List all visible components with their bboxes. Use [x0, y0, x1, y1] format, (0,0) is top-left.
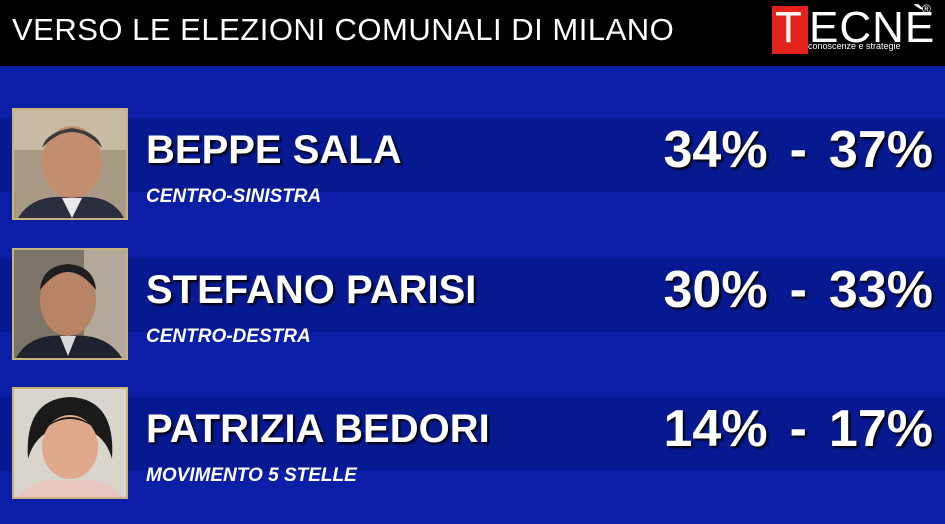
- row-band: [0, 258, 945, 332]
- candidate-photo: [12, 248, 128, 360]
- tecne-logo: T ECNÈ ® conoscenze e strategie: [772, 2, 940, 56]
- poll-low: 14%: [663, 400, 768, 458]
- page-title: VERSO LE ELEZIONI COMUNALI DI MILANO: [12, 12, 675, 47]
- candidate-name: STEFANO PARISI: [146, 268, 477, 312]
- candidate-party: CENTRO-SINISTRA: [146, 186, 322, 207]
- logo-red-box: [772, 6, 808, 54]
- range-separator: -: [789, 400, 807, 458]
- poll-high: 17%: [828, 400, 933, 458]
- candidate-row: BEPPE SALA CENTRO-SINISTRA 34% -37%: [0, 108, 945, 228]
- registered-mark: ®: [922, 2, 931, 16]
- poll-range: 14% -17%: [664, 399, 933, 459]
- range-separator: -: [789, 261, 807, 319]
- poll-low: 34%: [663, 121, 768, 179]
- candidate-name: PATRIZIA BEDORI: [146, 407, 490, 451]
- header-bar: VERSO LE ELEZIONI COMUNALI DI MILANO T E…: [0, 0, 945, 66]
- poll-high: 37%: [828, 121, 933, 179]
- poll-range: 30% -33%: [664, 260, 933, 320]
- range-separator: -: [789, 121, 807, 179]
- candidate-name: BEPPE SALA: [146, 128, 402, 172]
- candidate-party: MOVIMENTO 5 STELLE: [146, 465, 357, 486]
- logo-wordmark: ECNÈ: [809, 3, 936, 52]
- poll-high: 33%: [828, 261, 933, 319]
- candidate-party: CENTRO-DESTRA: [146, 326, 311, 347]
- poll-low: 30%: [663, 261, 768, 319]
- candidate-row: STEFANO PARISI CENTRO-DESTRA 30% -33%: [0, 248, 945, 368]
- logo-first-letter: T: [775, 3, 802, 52]
- row-band: [0, 397, 945, 471]
- candidate-row: PATRIZIA BEDORI MOVIMENTO 5 STELLE 14% -1…: [0, 387, 945, 507]
- poll-range: 34% -37%: [664, 120, 933, 180]
- row-band: [0, 118, 945, 192]
- candidate-photo: [12, 108, 128, 220]
- logo-tagline: conoscenze e strategie: [808, 41, 901, 51]
- candidate-photo: [12, 387, 128, 499]
